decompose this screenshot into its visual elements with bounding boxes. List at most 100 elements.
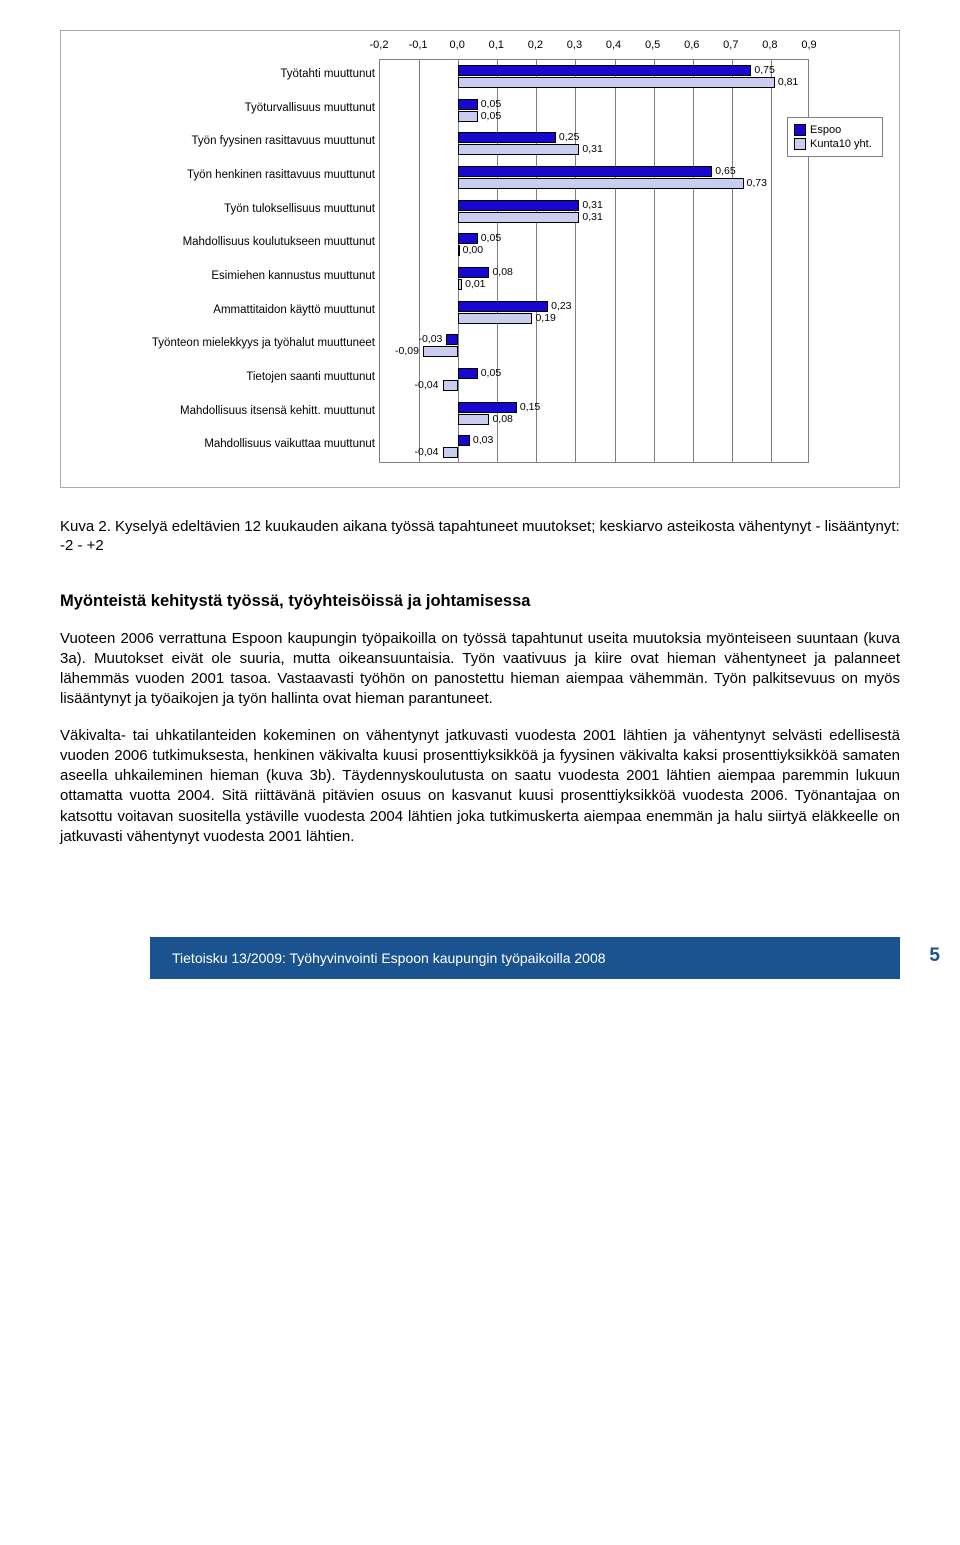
x-tick-label: 0,1 <box>489 39 504 51</box>
x-tick-label: 0,8 <box>762 39 777 51</box>
bar-value-label: 0,15 <box>520 401 540 413</box>
footer-band: Tietoisku 13/2009: Työhyvinvointi Espoon… <box>150 937 900 979</box>
category-label: Tietojen saanti muuttunut <box>69 371 379 384</box>
bar-group: 0,15 0,08 <box>380 402 808 430</box>
bar-group: 0,750,81 <box>380 65 808 93</box>
bar-espoo <box>458 435 470 446</box>
category-label: Työn henkinen rasittavuus muuttunut <box>69 169 379 182</box>
bar-value-label: 0,81 <box>778 76 798 88</box>
bar-value-label: -0,03 <box>418 333 442 345</box>
figure-caption: Kuva 2. Kyselyä edeltävien 12 kuukauden … <box>60 518 900 556</box>
bar-espoo <box>458 402 517 413</box>
legend-label-espoo: Espoo <box>810 124 841 136</box>
category-label: Työn fyysinen rasittavuus muuttunut <box>69 135 379 148</box>
bar-espoo <box>458 368 478 379</box>
bar-kunta10 <box>458 144 579 155</box>
category-label: Mahdollisuus itsensä kehitt. muuttunut <box>69 405 379 418</box>
bar-group: 0,310,31 <box>380 200 808 228</box>
page-footer: Tietoisku 13/2009: Työhyvinvointi Espoon… <box>60 937 900 979</box>
x-tick-label: 0,2 <box>528 39 543 51</box>
bar-kunta10 <box>458 279 462 290</box>
x-tick-label: 0,3 <box>567 39 582 51</box>
bar-group: 0,03-0,04 <box>380 435 808 463</box>
bar-group: 0,050,00 <box>380 233 808 261</box>
bar-kunta10 <box>443 380 459 391</box>
bar-value-label: -0,09 <box>395 345 419 357</box>
bar-group: -0,03-0,09 <box>380 334 808 362</box>
bar-group: 0,05 -0,04 <box>380 368 808 396</box>
bar-espoo <box>458 99 478 110</box>
bar-value-label: 0,31 <box>582 199 602 211</box>
bar-kunta10 <box>458 111 478 122</box>
bar-group: 0,08 0,01 <box>380 267 808 295</box>
bar-espoo <box>458 233 478 244</box>
bar-value-label: 0,01 <box>465 278 485 290</box>
legend-label-kunta10: Kunta10 yht. <box>810 138 872 150</box>
bar-kunta10 <box>443 447 459 458</box>
bar-value-label: 0,08 <box>492 413 512 425</box>
x-tick-label: 0,6 <box>684 39 699 51</box>
category-label: Työturvallisuus muuttunut <box>69 102 379 115</box>
x-tick-label: 0,7 <box>723 39 738 51</box>
bar-espoo <box>458 132 556 143</box>
figure-caption-text: Kyselyä edeltävien 12 kuukauden aikana t… <box>60 518 900 554</box>
figure-caption-prefix: Kuva 2. <box>60 518 111 535</box>
body-paragraph-1: Vuoteen 2006 verrattuna Espoon kaupungin… <box>60 629 900 710</box>
bar-value-label: 0,31 <box>582 211 602 223</box>
bar-kunta10 <box>458 212 579 223</box>
category-label: Ammattitaidon käyttö muuttunut <box>69 304 379 317</box>
bar-espoo <box>458 301 548 312</box>
bar-value-label: 0,65 <box>715 165 735 177</box>
bar-value-label: 0,19 <box>535 312 555 324</box>
chart-container: -0,2-0,10,00,10,20,30,40,50,60,70,80,9 0… <box>60 30 900 488</box>
x-tick-label: -0,1 <box>409 39 428 51</box>
category-label: Mahdollisuus koulutukseen muuttunut <box>69 236 379 249</box>
bar-kunta10 <box>458 245 460 256</box>
category-label: Esimiehen kannustus muuttunut <box>69 270 379 283</box>
bar-value-label: 0,00 <box>463 244 483 256</box>
footer-text: Tietoisku 13/2009: Työhyvinvointi Espoon… <box>172 950 606 966</box>
page-root: -0,2-0,10,00,10,20,30,40,50,60,70,80,9 0… <box>0 0 960 1019</box>
bar-espoo <box>458 166 712 177</box>
bar-espoo <box>458 200 579 211</box>
bar-value-label: 0,03 <box>473 434 493 446</box>
page-number: 5 <box>929 945 940 967</box>
legend-item: Espoo <box>794 124 876 136</box>
bar-value-label: 0,05 <box>481 110 501 122</box>
legend-item: Kunta10 yht. <box>794 138 876 150</box>
bar-group: 0,050,05 <box>380 99 808 127</box>
bar-value-label: -0,04 <box>415 379 439 391</box>
x-axis-labels: -0,2-0,10,00,10,20,30,40,50,60,70,80,9 <box>379 39 809 57</box>
body-paragraph-2: Väkivalta- tai uhkatilanteiden kokeminen… <box>60 726 900 848</box>
bar-value-label: 0,73 <box>747 177 767 189</box>
x-tick-label: 0,9 <box>801 39 816 51</box>
plot-area: 0,750,810,050,050,250,310,650,730,310,31… <box>379 59 809 463</box>
legend-swatch-kunta10 <box>794 138 806 150</box>
bar-value-label: 0,31 <box>582 143 602 155</box>
bar-kunta10 <box>458 77 775 88</box>
x-tick-label: 0,0 <box>450 39 465 51</box>
legend-swatch-espoo <box>794 124 806 136</box>
bar-espoo <box>458 267 489 278</box>
bar-value-label: 0,05 <box>481 98 501 110</box>
x-tick-label: 0,5 <box>645 39 660 51</box>
bar-value-label: 0,08 <box>492 266 512 278</box>
bar-group: 0,230,19 <box>380 301 808 329</box>
category-label: Mahdollisuus vaikuttaa muuttunut <box>69 438 379 451</box>
section-heading: Myönteistä kehitystä työssä, työyhteisöi… <box>60 592 900 611</box>
bar-value-label: 0,23 <box>551 300 571 312</box>
bar-kunta10 <box>423 346 458 357</box>
bar-kunta10 <box>458 414 489 425</box>
bar-kunta10 <box>458 178 743 189</box>
bar-espoo <box>446 334 458 345</box>
bar-espoo <box>458 65 751 76</box>
category-label: Työtahti muuttunut <box>69 68 379 81</box>
bar-kunta10 <box>458 313 532 324</box>
bar-value-label: 0,25 <box>559 131 579 143</box>
bar-value-label: 0,05 <box>481 367 501 379</box>
bar-group: 0,65 0,73 <box>380 166 808 194</box>
bar-group: 0,250,31 <box>380 132 808 160</box>
x-tick-label: 0,4 <box>606 39 621 51</box>
bar-value-label: 0,05 <box>481 232 501 244</box>
legend: Espoo Kunta10 yht. <box>787 117 883 157</box>
